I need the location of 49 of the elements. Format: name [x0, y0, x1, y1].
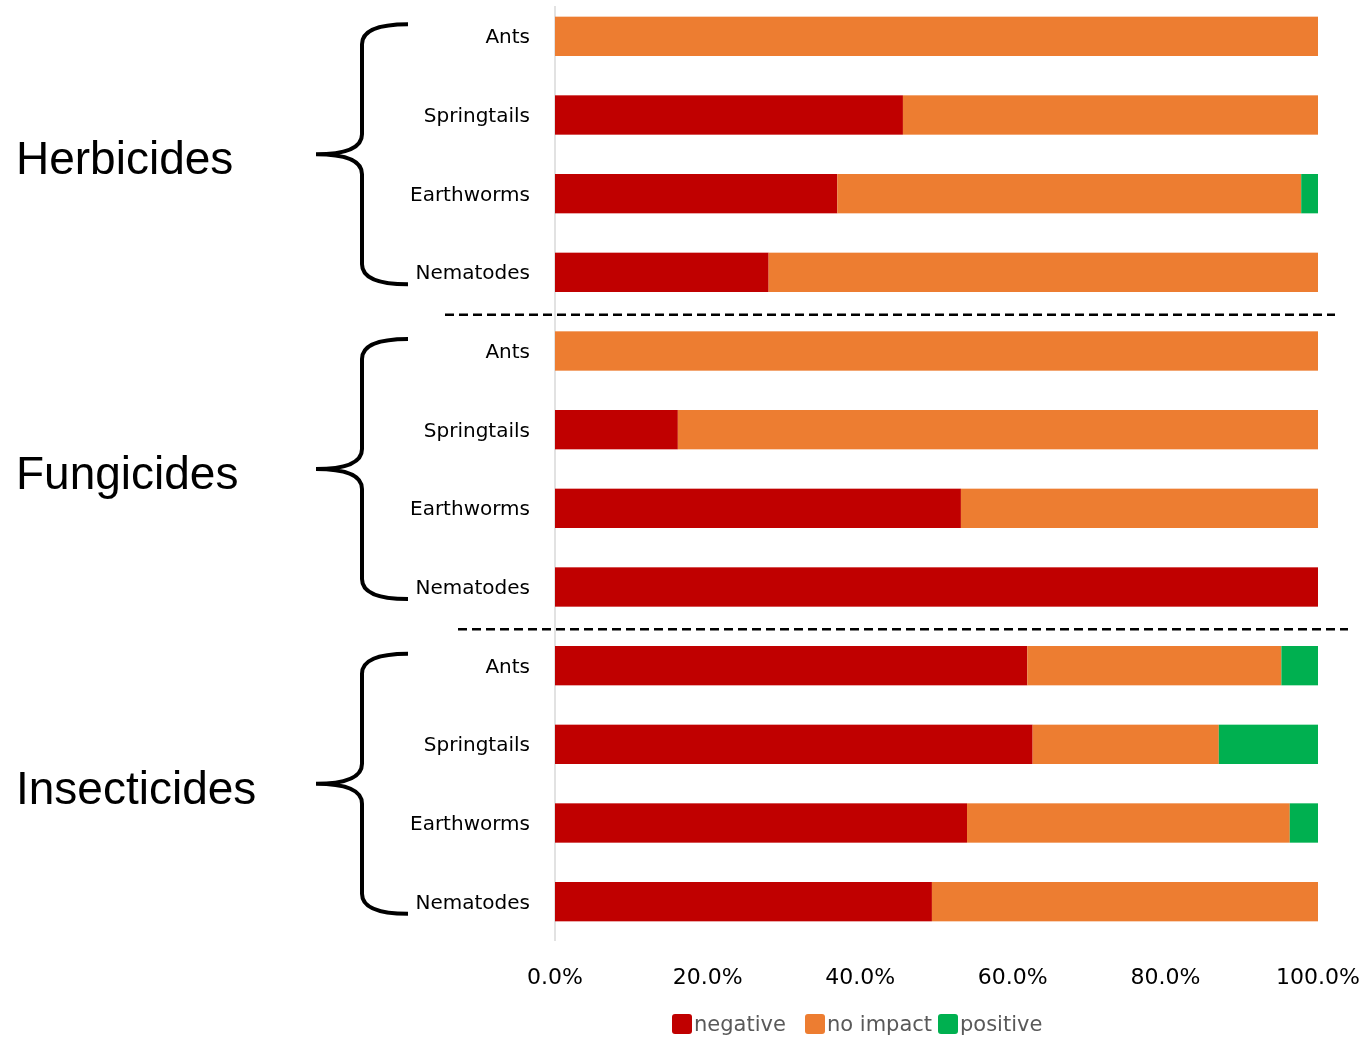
bar	[768, 252, 1318, 292]
bar	[555, 882, 932, 922]
x-tick-label: 80.0%	[1130, 963, 1201, 989]
bar	[1281, 646, 1318, 686]
bar	[555, 331, 1318, 371]
bar	[555, 174, 838, 214]
bar	[555, 567, 1318, 607]
bar	[837, 174, 1302, 214]
y-tick-label: Ants	[485, 339, 530, 363]
x-tick-label: 60.0%	[977, 963, 1048, 989]
bar	[967, 803, 1290, 843]
bar	[555, 95, 903, 135]
y-tick-label: Ants	[485, 653, 530, 678]
text: Herbicides	[16, 132, 234, 185]
bar	[960, 488, 1318, 528]
x-tick-label: 0.0%	[527, 963, 583, 989]
bar	[555, 16, 1318, 56]
bar	[555, 252, 769, 292]
y-tick-label: Earthworms	[410, 181, 530, 206]
y-tick-label: Springtails	[423, 103, 530, 127]
y-tick-label: Nematodes	[415, 260, 530, 285]
bar	[902, 95, 1318, 135]
y-tick-label: Earthworms	[410, 811, 530, 835]
text: Fungicides	[16, 447, 239, 500]
text: Insecticides	[16, 761, 257, 814]
legend-label: negative	[694, 1012, 786, 1037]
bar	[1218, 724, 1318, 764]
bar	[1032, 724, 1219, 764]
x-tick-label: 100.0%	[1276, 963, 1360, 989]
y-tick-label: Springtails	[423, 417, 530, 442]
bar	[1027, 646, 1282, 686]
bar	[677, 410, 1318, 450]
y-tick-label: Nematodes	[415, 889, 530, 914]
bar	[555, 724, 1033, 764]
bar	[1301, 174, 1318, 214]
x-tick-label: 20.0%	[672, 963, 743, 989]
bar	[555, 410, 678, 450]
y-tick-label: Ants	[485, 24, 530, 49]
bar	[555, 488, 961, 528]
y-tick-label: Springtails	[423, 732, 530, 757]
bar	[1289, 803, 1318, 843]
bar	[555, 646, 1028, 686]
bar	[555, 803, 968, 843]
bar	[931, 882, 1318, 922]
y-tick-label: Nematodes	[415, 575, 530, 599]
x-tick-label: 40.0%	[825, 963, 896, 989]
legend-label: no impact	[827, 1012, 933, 1037]
legend-label: positive	[960, 1012, 1043, 1037]
y-tick-label: Earthworms	[410, 496, 530, 521]
